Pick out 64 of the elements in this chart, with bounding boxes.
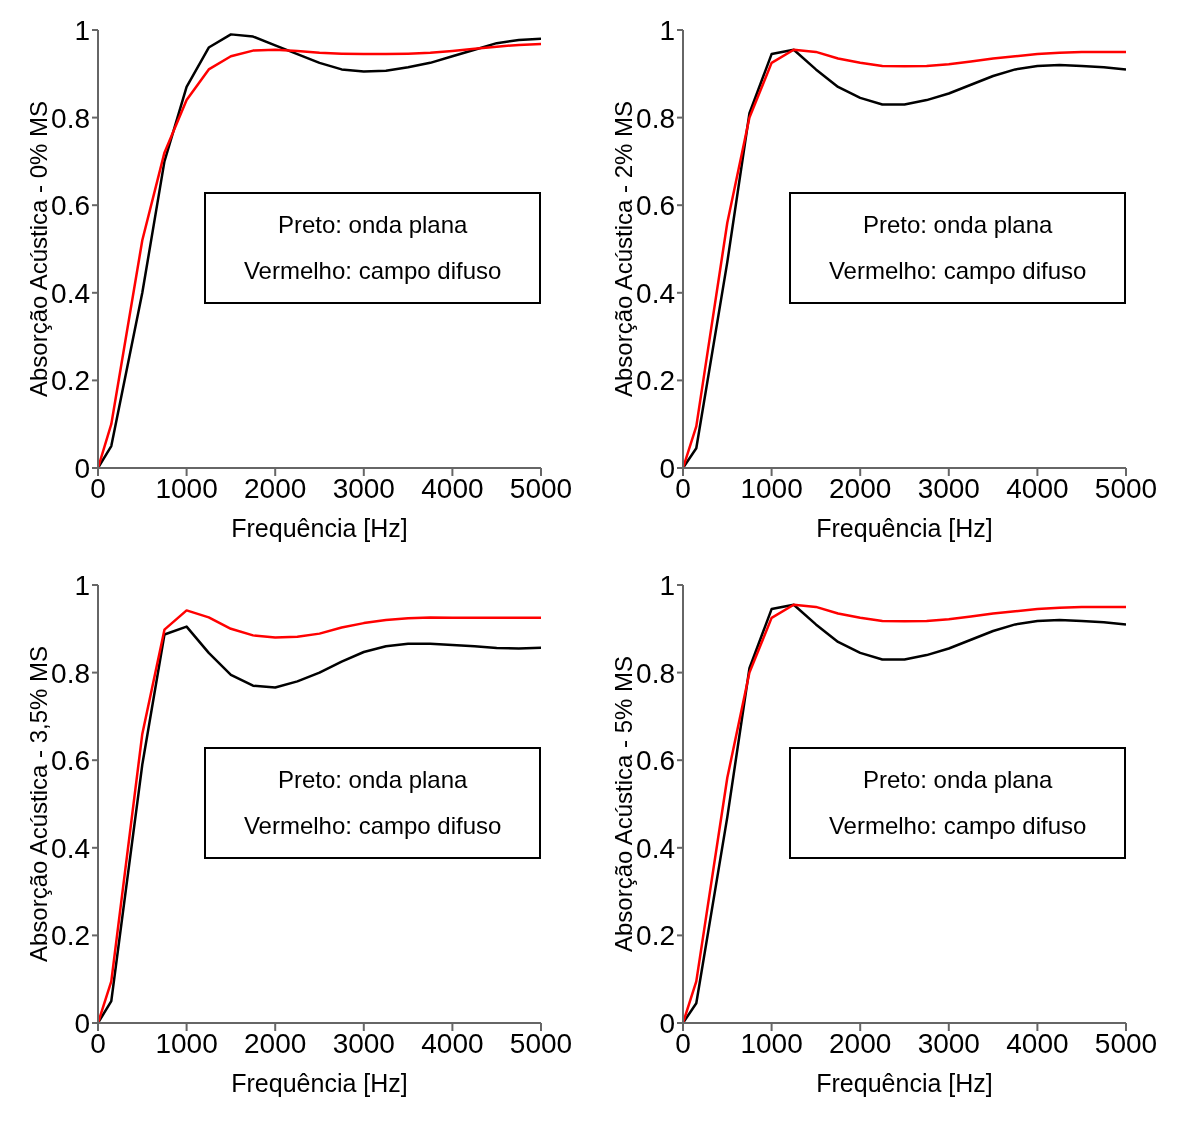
x-tick-label: 4000 xyxy=(1006,472,1069,504)
x-axis-title: Frequência [Hz] xyxy=(816,514,993,542)
y-tick-label: 0 xyxy=(659,1007,675,1039)
x-tick-label: 4000 xyxy=(421,472,484,504)
y-axis-title: Absorção Acústica - 3,5% MS xyxy=(24,645,52,963)
x-tick-label: 3000 xyxy=(917,1027,980,1059)
x-tick-label: 1000 xyxy=(740,472,803,504)
x-tick-label: 2000 xyxy=(829,472,892,504)
annotation: Vermelho: campo difuso xyxy=(242,811,503,842)
x-tick-label: 3000 xyxy=(917,472,980,504)
x-tick-label: 5000 xyxy=(1094,1027,1158,1059)
annotation: Preto: onda plana xyxy=(861,210,1054,241)
note-box: Preto: onda plana Vermelho: campo difuso xyxy=(789,747,1126,860)
y-tick-label: 0.4 xyxy=(636,832,675,864)
x-tick-label: 2000 xyxy=(244,1027,307,1059)
annotation: Vermelho: campo difuso xyxy=(827,811,1088,842)
x-tick-label: 3000 xyxy=(332,1027,395,1059)
note-box: Preto: onda plana Vermelho: campo difuso xyxy=(204,192,541,305)
y-axis-title: Absorção Acústica - 5% MS xyxy=(609,655,637,953)
x-tick-label: 2000 xyxy=(244,472,307,504)
x-axis-title: Frequência [Hz] xyxy=(231,1069,408,1097)
x-tick-label: 4000 xyxy=(1006,1027,1069,1059)
y-tick-label: 0.6 xyxy=(51,745,90,777)
x-tick-label: 3000 xyxy=(332,472,395,504)
x-tick-label: 5000 xyxy=(509,1027,573,1059)
y-tick-label: 0.2 xyxy=(51,920,90,952)
annotation: Preto: onda plana xyxy=(861,765,1054,796)
y-tick-label: 0.6 xyxy=(636,190,675,222)
y-tick-label: 0.8 xyxy=(51,657,90,689)
y-tick-label: 0.4 xyxy=(51,832,90,864)
annotation: Preto: onda plana xyxy=(276,210,469,241)
y-tick-label: 0.4 xyxy=(636,277,675,309)
x-tick-label: 4000 xyxy=(421,1027,484,1059)
y-tick-label: 0.2 xyxy=(636,365,675,397)
y-tick-label: 1 xyxy=(74,569,90,601)
y-tick-label: 0 xyxy=(74,1007,90,1039)
annotation: Vermelho: campo difuso xyxy=(242,256,503,287)
x-axis-title: Frequência [Hz] xyxy=(231,514,408,542)
y-tick-label: 1 xyxy=(659,569,675,601)
x-tick-label: 5000 xyxy=(1094,472,1158,504)
y-tick-label: 0 xyxy=(659,452,675,484)
note-box: Preto: onda plana Vermelho: campo difuso xyxy=(789,192,1126,305)
y-tick-label: 0 xyxy=(74,452,90,484)
x-axis-title: Frequência [Hz] xyxy=(816,1069,993,1097)
y-tick-label: 0.2 xyxy=(51,365,90,397)
y-tick-label: 0.8 xyxy=(51,102,90,134)
y-tick-label: 1 xyxy=(659,14,675,46)
x-tick-label: 1000 xyxy=(155,1027,218,1059)
x-tick-label: 5000 xyxy=(509,472,573,504)
x-tick-label: 2000 xyxy=(829,1027,892,1059)
y-axis-title: Absorção Acústica - 2% MS xyxy=(609,100,637,398)
y-tick-label: 0.2 xyxy=(636,920,675,952)
y-axis-title: Absorção Acústica - 0% MS xyxy=(24,100,52,398)
y-tick-label: 0.6 xyxy=(636,745,675,777)
x-tick-label: 1000 xyxy=(740,1027,803,1059)
x-tick-label: 1000 xyxy=(155,472,218,504)
y-tick-label: 0.6 xyxy=(51,190,90,222)
note-box: Preto: onda plana Vermelho: campo difuso xyxy=(204,747,541,860)
y-tick-label: 0.8 xyxy=(636,102,675,134)
y-tick-label: 1 xyxy=(74,14,90,46)
annotation: Preto: onda plana xyxy=(276,765,469,796)
annotation: Vermelho: campo difuso xyxy=(827,256,1088,287)
y-tick-label: 0.8 xyxy=(636,657,675,689)
y-tick-label: 0.4 xyxy=(51,277,90,309)
